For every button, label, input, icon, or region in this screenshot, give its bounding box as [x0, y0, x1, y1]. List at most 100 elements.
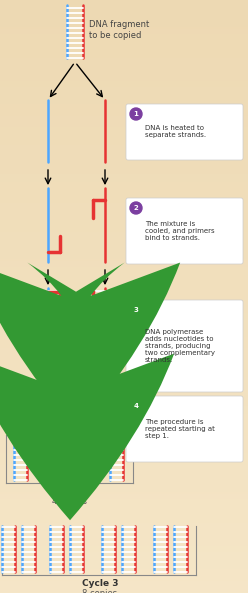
Bar — [0, 341, 248, 342]
Bar — [0, 1, 248, 2]
Text: 8 copies: 8 copies — [82, 589, 118, 593]
Bar — [0, 544, 248, 545]
Bar — [0, 380, 248, 381]
Bar — [0, 36, 248, 37]
Bar — [0, 54, 248, 55]
Bar — [0, 370, 248, 371]
Bar — [0, 177, 248, 178]
Bar — [0, 78, 248, 79]
Bar — [0, 230, 248, 231]
Bar — [0, 439, 248, 440]
Bar — [0, 187, 248, 188]
Bar — [0, 552, 248, 553]
Bar — [0, 437, 248, 438]
Bar — [0, 113, 248, 114]
Circle shape — [130, 304, 142, 316]
Bar — [0, 24, 248, 25]
Bar — [0, 119, 248, 120]
Bar — [0, 296, 248, 297]
Bar — [0, 421, 248, 422]
Bar — [0, 42, 248, 43]
Bar — [0, 402, 248, 403]
Bar — [0, 96, 248, 97]
Bar — [0, 30, 248, 31]
Bar — [0, 178, 248, 179]
Bar — [0, 357, 248, 358]
Bar — [0, 31, 248, 32]
Bar — [0, 249, 248, 250]
Bar — [0, 577, 248, 578]
Bar — [0, 298, 248, 299]
Bar — [0, 267, 248, 268]
Bar — [0, 487, 248, 488]
Bar — [0, 59, 248, 60]
Bar — [0, 433, 248, 434]
Bar — [0, 85, 248, 86]
Bar — [0, 2, 248, 3]
Bar — [0, 11, 248, 12]
Bar — [0, 521, 248, 522]
Bar — [0, 133, 248, 134]
Bar — [0, 467, 248, 468]
Bar — [0, 382, 248, 383]
Bar — [0, 275, 248, 276]
Bar — [0, 406, 248, 407]
Bar — [0, 547, 248, 548]
Bar — [0, 403, 248, 404]
Bar — [0, 237, 248, 238]
Bar — [0, 283, 248, 284]
Bar — [0, 534, 248, 535]
Bar — [0, 265, 248, 266]
Bar — [0, 143, 248, 144]
Bar — [0, 429, 248, 430]
Bar — [0, 304, 248, 305]
Bar — [0, 56, 248, 57]
Ellipse shape — [90, 335, 108, 361]
Bar — [0, 349, 248, 350]
Bar — [0, 365, 248, 366]
Bar — [0, 217, 248, 218]
Bar — [0, 451, 248, 452]
Bar — [0, 15, 248, 16]
Bar — [0, 97, 248, 98]
Bar — [0, 371, 248, 372]
Bar — [0, 447, 248, 448]
Bar — [0, 214, 248, 215]
Bar — [0, 328, 248, 329]
Bar — [0, 520, 248, 521]
Bar — [0, 554, 248, 555]
Bar — [0, 503, 248, 504]
Bar — [0, 266, 248, 267]
Bar — [0, 109, 248, 110]
Bar — [0, 18, 248, 19]
Bar — [0, 55, 248, 56]
Bar — [0, 195, 248, 196]
Bar — [0, 386, 248, 387]
Bar — [0, 458, 248, 459]
Ellipse shape — [57, 302, 79, 334]
Bar — [0, 510, 248, 511]
Bar — [0, 430, 248, 431]
Bar — [0, 493, 248, 494]
Bar — [0, 565, 248, 566]
Bar — [0, 215, 248, 216]
Bar — [0, 545, 248, 546]
Bar — [0, 4, 248, 5]
Bar — [0, 46, 248, 47]
Bar — [0, 242, 248, 243]
Bar — [0, 573, 248, 574]
Bar — [0, 161, 248, 162]
Bar — [0, 443, 248, 444]
Bar — [0, 506, 248, 507]
Bar — [0, 543, 248, 544]
Bar — [0, 136, 248, 137]
Bar — [0, 457, 248, 458]
Bar — [0, 297, 248, 298]
Bar — [0, 281, 248, 282]
Bar — [0, 44, 248, 45]
Bar — [0, 301, 248, 302]
Bar — [0, 284, 248, 285]
Bar — [0, 192, 248, 193]
Bar — [0, 254, 248, 255]
Bar — [0, 422, 248, 423]
